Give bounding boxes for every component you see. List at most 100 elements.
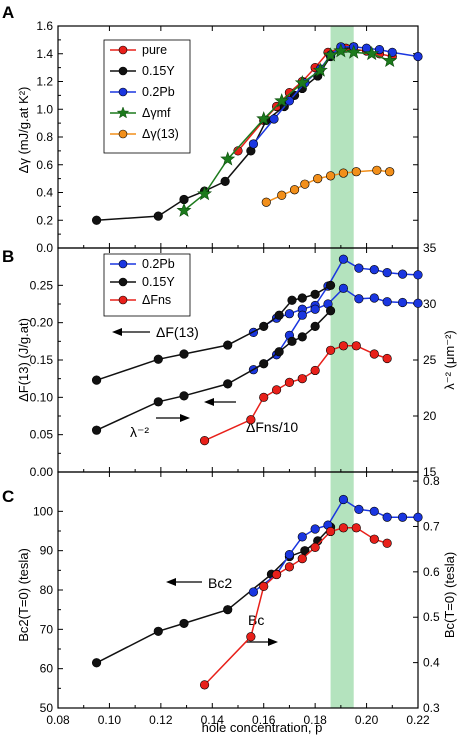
panel-a-series-1-point xyxy=(153,211,163,221)
x-tick-label: 0.20 xyxy=(355,713,379,727)
panel-b-series-2-point xyxy=(297,310,307,320)
panel-a-legend-label: Δγmf xyxy=(142,106,171,120)
panel-a-series-3-point xyxy=(197,186,213,201)
panel-a-series-4-point xyxy=(300,179,310,189)
panel-b-series-4-point xyxy=(310,365,320,376)
panel-a-series-4-point xyxy=(385,167,395,177)
panel-c-series-2-point xyxy=(351,523,361,533)
panel-c-series-2-point xyxy=(271,569,282,580)
highlight-band-0 xyxy=(330,26,354,248)
annotation-bc2: Bc2 xyxy=(166,575,232,591)
annotation-delta-fns: ΔFns/10 xyxy=(204,398,298,435)
panel-a-series-2-point xyxy=(413,51,423,62)
panel-c-y-axis-label: Bc2(T=0) (tesla) xyxy=(16,548,31,642)
panel-a-legend-label: Δγ(13) xyxy=(142,127,179,141)
panel-c-series-2-point xyxy=(310,542,320,552)
panel-b-series-4-point xyxy=(284,377,295,388)
panel-a-series-4-point xyxy=(261,197,271,207)
panel-a-ytick-label: 0.2 xyxy=(36,213,53,227)
panel-b-series-0 xyxy=(248,254,423,337)
panel-c-ytick-right-label: 0.7 xyxy=(423,519,440,533)
panel-b-legend: 0.2Pb 0.15Y ΔFns xyxy=(103,253,191,317)
panel-b-series-1 xyxy=(91,280,336,385)
panel-c-series-1-point xyxy=(310,524,320,534)
panel-b-ytick-label: 0.25 xyxy=(30,278,54,292)
svg-text:Bc2: Bc2 xyxy=(208,575,232,591)
panel-b-series-4-point xyxy=(246,415,256,425)
panel-a-ytick-label: 1.4 xyxy=(36,47,53,61)
panel-a-ytick-label: 0.8 xyxy=(36,130,53,144)
highlight-band-2 xyxy=(330,472,354,708)
panel-b-series-4-point xyxy=(297,374,307,384)
panel-b-series-2-point xyxy=(413,298,423,308)
panel-a-legend-label: pure xyxy=(142,43,167,57)
panel-b-series-4-point xyxy=(199,436,210,446)
panel-c-letter: C xyxy=(2,487,14,506)
panel-a-series-4-point xyxy=(351,167,361,177)
panel-c-series-0-point xyxy=(223,605,233,615)
panel-c-ytick-right-label: 0.4 xyxy=(423,656,440,670)
panel-a-ytick-label: 0.0 xyxy=(36,241,53,255)
panel-c-series-2-point xyxy=(325,526,336,537)
panel-b-legend-swatch-marker xyxy=(118,259,128,269)
panel-b-legend-swatch-marker xyxy=(118,295,128,305)
svg-text:ΔF(13): ΔF(13) xyxy=(156,324,199,340)
panel-c-ytick-right-label: 0.8 xyxy=(423,474,440,488)
panel-a-series-4-point xyxy=(277,190,287,200)
panel-a-series-2-point xyxy=(284,96,295,106)
panel-b-series-1-line xyxy=(96,284,331,381)
x-axis-label: hole concentration, p xyxy=(202,720,323,735)
panel-b-series-1-point xyxy=(287,295,297,305)
panel-a-series-3-point xyxy=(382,52,398,68)
panel-a-series-4-point xyxy=(325,171,336,181)
panel-b-series-0-point xyxy=(338,254,349,264)
panel-c-series-1-point xyxy=(413,512,423,522)
panel-b-ytick-right-label: 30 xyxy=(423,297,437,311)
panel-a-legend-swatch-marker xyxy=(118,87,128,97)
panel-b-ytick-right-label: 15 xyxy=(423,465,437,479)
panel-c-series-1-point xyxy=(248,587,259,597)
panel-b-series-3-point xyxy=(325,306,336,316)
panel-a-series-2-point xyxy=(248,139,259,149)
panel-a-letter: A xyxy=(2,3,14,22)
panel-c-series-2 xyxy=(199,523,392,690)
panel-a-series-1-point xyxy=(220,176,230,186)
panel-a-series-4-point xyxy=(372,165,382,175)
panel-c-series-0-point xyxy=(91,658,102,668)
panel-c-series-1-point xyxy=(354,504,364,514)
panel-a-series-3-point xyxy=(274,93,290,108)
panel-c-series-0-point xyxy=(153,626,163,636)
panel-b-series-1-point xyxy=(297,293,307,303)
panel-a-legend-swatch-marker xyxy=(116,106,130,119)
x-tick-label: 0.16 xyxy=(252,713,276,727)
panel-a-legend-box xyxy=(103,39,191,154)
panel-b-series-3-point xyxy=(153,397,163,407)
panel-c-ytick-label: 90 xyxy=(40,544,54,558)
panel-b-series-1-point xyxy=(153,354,163,364)
panel-b-ytick-right-label: 20 xyxy=(423,409,437,423)
panel-b-ytick-label: 0.10 xyxy=(30,390,54,404)
panel-a-series-1-point xyxy=(179,194,189,205)
panel-c-series-2-point xyxy=(199,680,210,690)
panel-c-series-2-point xyxy=(284,562,295,572)
panel-a-series-3-point xyxy=(364,45,380,61)
panel-b-series-4-point xyxy=(271,385,282,395)
panel-b-series-2-point xyxy=(354,294,364,304)
panel-b-series-4-point xyxy=(382,353,392,364)
panel-a-ytick-label: 1.0 xyxy=(36,102,53,116)
panel-a-series-3-point xyxy=(294,75,310,90)
panel-a-legend-label: 0.15Y xyxy=(142,64,175,78)
panel-c-series-2-point xyxy=(382,538,392,548)
panel-b-series-3-line xyxy=(96,310,332,431)
panel-b-ytick-label: 0.20 xyxy=(30,316,54,330)
panel-b-series-0-point xyxy=(354,263,364,273)
panel-a-ytick-label: 1.2 xyxy=(36,75,53,89)
panel-b-series-4-point xyxy=(325,345,336,355)
panel-b-series-2-point xyxy=(382,297,392,307)
panel-c-series-2-point xyxy=(338,523,349,533)
svg-text:Bc: Bc xyxy=(248,612,264,628)
panel-c-series-0-point xyxy=(179,618,189,629)
panel-a-series-3-point xyxy=(312,62,328,77)
panel-b-series-1-point xyxy=(325,280,336,290)
panel-b-series-4 xyxy=(199,341,392,446)
